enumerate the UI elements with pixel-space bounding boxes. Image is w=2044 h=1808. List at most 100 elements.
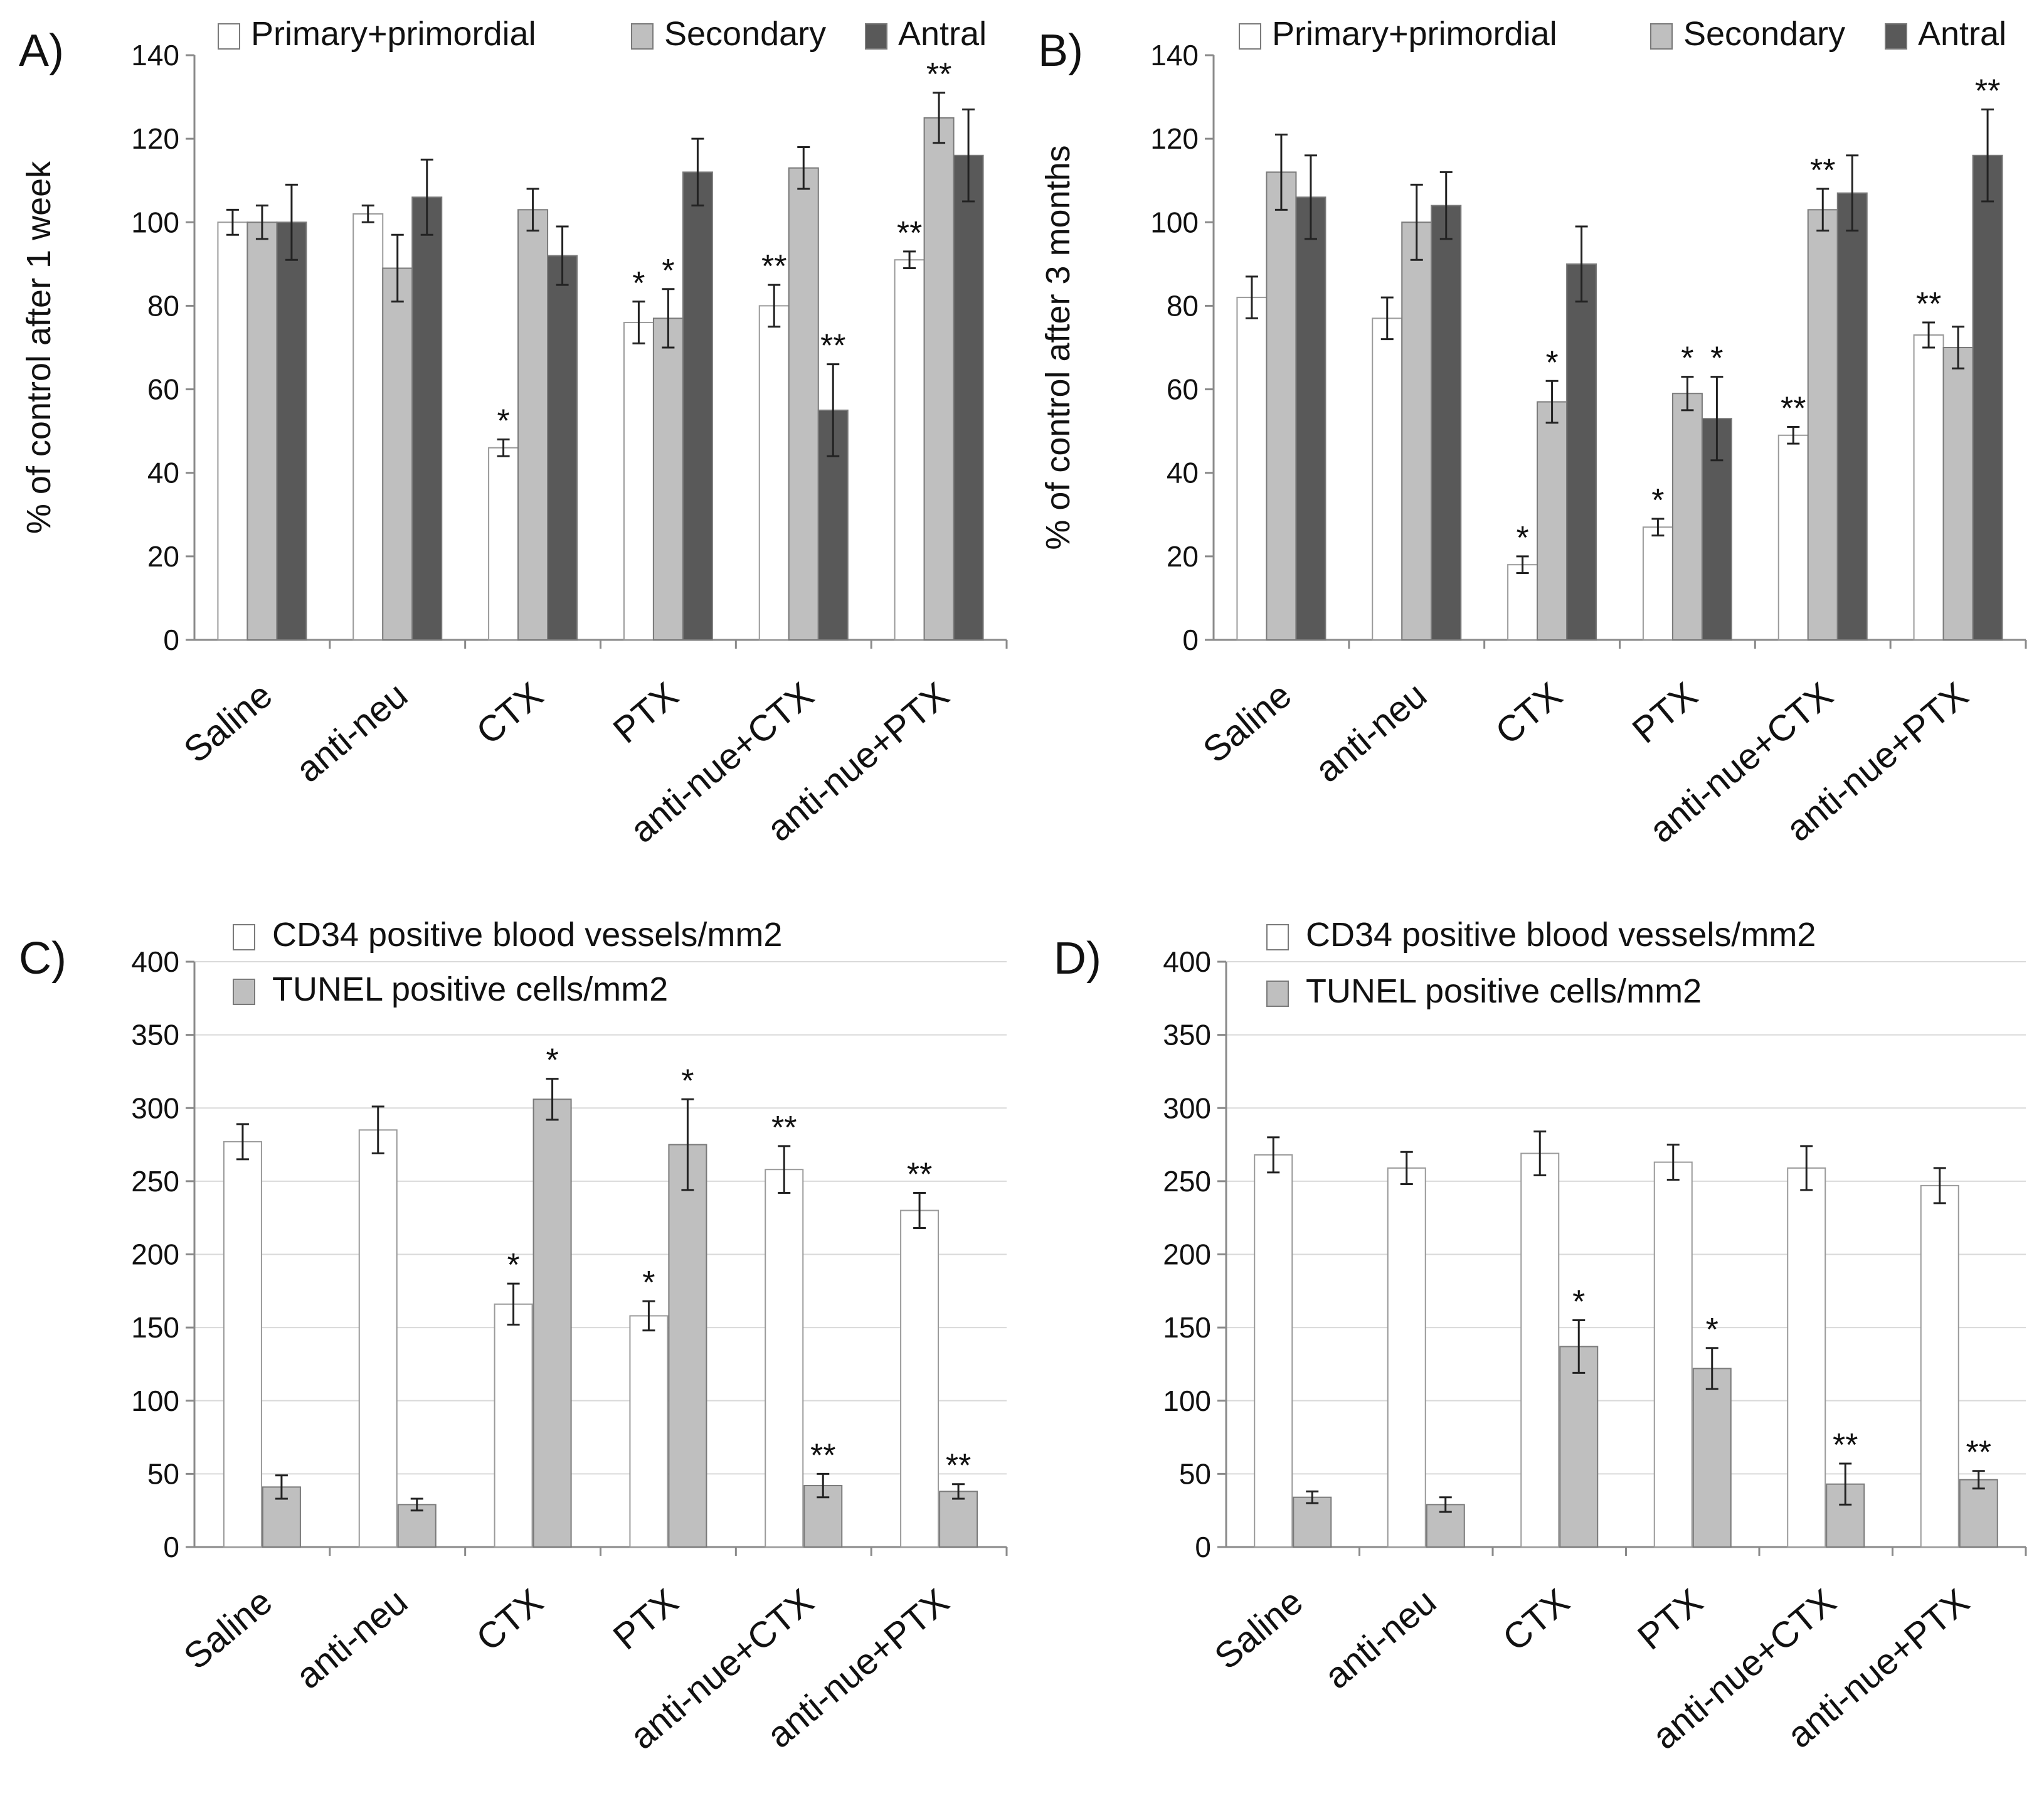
panel-d-bar: [1293, 1496, 1332, 1548]
panel-c-bar: [494, 1303, 533, 1548]
panel-b-error-bar: [1681, 376, 1694, 412]
panel-a-significance-mark: *: [497, 403, 509, 439]
panel-a-error-bar: [285, 183, 298, 261]
panel-a-category-label: PTX: [606, 674, 686, 751]
panel-b-bar: [1431, 205, 1462, 641]
panel-b-error-bar: [1651, 518, 1665, 537]
panel-c-bar: [358, 1129, 398, 1548]
panel-a-y-tick-label: 20: [147, 540, 179, 573]
panel-b-bar: [1566, 263, 1597, 641]
panel-a-y-tick-label: 60: [147, 373, 179, 406]
panel-b-significance-mark: *: [1681, 341, 1693, 377]
panel-a-bar: [246, 221, 278, 641]
panel-a-bar: [682, 171, 713, 641]
panel-b-error-bar: [1710, 376, 1724, 462]
panel-a-error-bar: [632, 300, 645, 344]
panel-c-significance-mark: **: [946, 1448, 971, 1484]
panel-c-significance-mark: *: [681, 1063, 694, 1099]
panel-b-bar: [1972, 154, 2003, 641]
panel-b-significance-mark: *: [1710, 341, 1723, 377]
panel-c-y-tick-label: 400: [131, 945, 179, 978]
panel-a-bar: [788, 167, 819, 641]
panel-c-significance-mark: **: [907, 1157, 932, 1193]
panel-b-y-tick-label: 40: [1167, 457, 1199, 489]
panel-c-y-tick-label: 300: [131, 1092, 179, 1124]
panel-b-category-label: Saline: [1195, 674, 1299, 770]
panel-b-y-axis-label: % of control after 3 months: [1039, 145, 1077, 550]
panel-b-y-tick-label: 120: [1150, 122, 1199, 155]
panel-a-bar: [652, 317, 684, 641]
panel-c-significance-mark: **: [810, 1437, 835, 1474]
panel-c-y-tick-label: 200: [131, 1238, 179, 1271]
panel-c-error-bar: [681, 1098, 694, 1191]
panel-b-legend-swatch: [1239, 23, 1261, 50]
panel-b-bar: [1836, 192, 1868, 641]
panel-b-significance-mark: **: [1781, 390, 1806, 427]
panel-c-significance-mark: *: [642, 1265, 655, 1301]
panel-d-significance-mark: **: [1966, 1435, 1991, 1471]
panel-b-bar: [1372, 317, 1403, 641]
panel-c-legend-label: TUNEL positive cells/mm2: [272, 970, 668, 1008]
panel-a-error-bar: [691, 137, 704, 207]
panel-b-error-bar: [1274, 133, 1288, 211]
panel-c-category-label: PTX: [606, 1581, 686, 1657]
panel-d-bar: [1559, 1346, 1599, 1548]
panel-b-bar: [1807, 209, 1838, 641]
panel-d-bar: [1787, 1167, 1826, 1548]
panel-b-bar: [1266, 171, 1297, 641]
panel-c-bar: [939, 1491, 978, 1548]
panel-b-error-bar: [1816, 188, 1830, 232]
panel-b-legend-swatch: [1650, 23, 1673, 50]
panel-c-bar: [900, 1210, 940, 1548]
panel-d-y-tick-label: 100: [1163, 1385, 1211, 1417]
panel-a-legend-label: Antral: [898, 15, 987, 53]
panel-d-legend-label: CD34 positive blood vessels/mm2: [1306, 916, 1816, 954]
panel-d-bar: [1254, 1154, 1293, 1548]
panel-c-y-tick-label: 150: [131, 1311, 179, 1344]
panel-a-error-bar: [526, 188, 539, 232]
panel-b-y-tick-label: 100: [1150, 206, 1199, 238]
panel-b-category-label: CTX: [1488, 674, 1570, 752]
panel-b-bar: [1642, 526, 1673, 641]
panel-a-error-bar: [962, 109, 975, 203]
panel-d-error-bar: [1666, 1144, 1680, 1181]
panel-d-bar: [1692, 1368, 1732, 1548]
panel-a-error-bar: [226, 208, 239, 236]
panel-a-y-tick-label: 40: [147, 457, 179, 489]
panel-a-bar: [488, 447, 519, 641]
panel-a-significance-mark: *: [632, 265, 645, 302]
panel-b-label: B): [1038, 26, 1083, 76]
panel-a-error-bar: [903, 250, 916, 270]
panel-d-y-tick-label: 400: [1163, 945, 1211, 978]
panel-d-error-bar: [1972, 1470, 1985, 1490]
panel-b-bar: [1507, 564, 1538, 641]
panel-a-bar: [953, 154, 984, 641]
panel-b-bar: [1942, 347, 1974, 641]
panel-a-label: A): [19, 26, 64, 76]
panel-d-y-tick-label: 350: [1163, 1019, 1211, 1051]
panel-d-y-tick-label: 300: [1163, 1092, 1211, 1124]
panel-c-legend-label: CD34 positive blood vessels/mm2: [272, 916, 782, 954]
panel-b-legend-label: Primary+primordial: [1272, 15, 1557, 53]
panel-b-legend-swatch: [1885, 23, 1907, 50]
panel-d-y-tick-label: 150: [1163, 1311, 1211, 1344]
panel-c-y-tick-label: 50: [147, 1457, 179, 1490]
panel-a-category-label: Saline: [176, 674, 280, 770]
panel-a-y-tick-label: 120: [131, 122, 179, 155]
panel-b-significance-mark: **: [1810, 152, 1835, 189]
panel-c-category-label: anti-neu: [289, 1581, 415, 1697]
panel-b-error-bar: [1380, 296, 1394, 341]
panel-a-legend-label: Secondary: [664, 15, 826, 53]
panel-b-error-bar: [1516, 555, 1529, 574]
panel-d-legend-swatch: [1266, 981, 1289, 1007]
panel-b-bar: [1537, 401, 1568, 641]
panel-a-bar: [276, 221, 307, 641]
panel-a-bar: [758, 305, 790, 641]
panel-c-bar: [532, 1098, 572, 1548]
panel-b-error-bar: [1787, 425, 1800, 445]
panel-a-bar: [382, 267, 413, 641]
panel-d-bar: [1653, 1161, 1693, 1548]
panel-b-legend-label: Antral: [1918, 15, 2006, 53]
panel-d-category-label: PTX: [1630, 1581, 1710, 1657]
panel-c-bar: [765, 1169, 804, 1548]
